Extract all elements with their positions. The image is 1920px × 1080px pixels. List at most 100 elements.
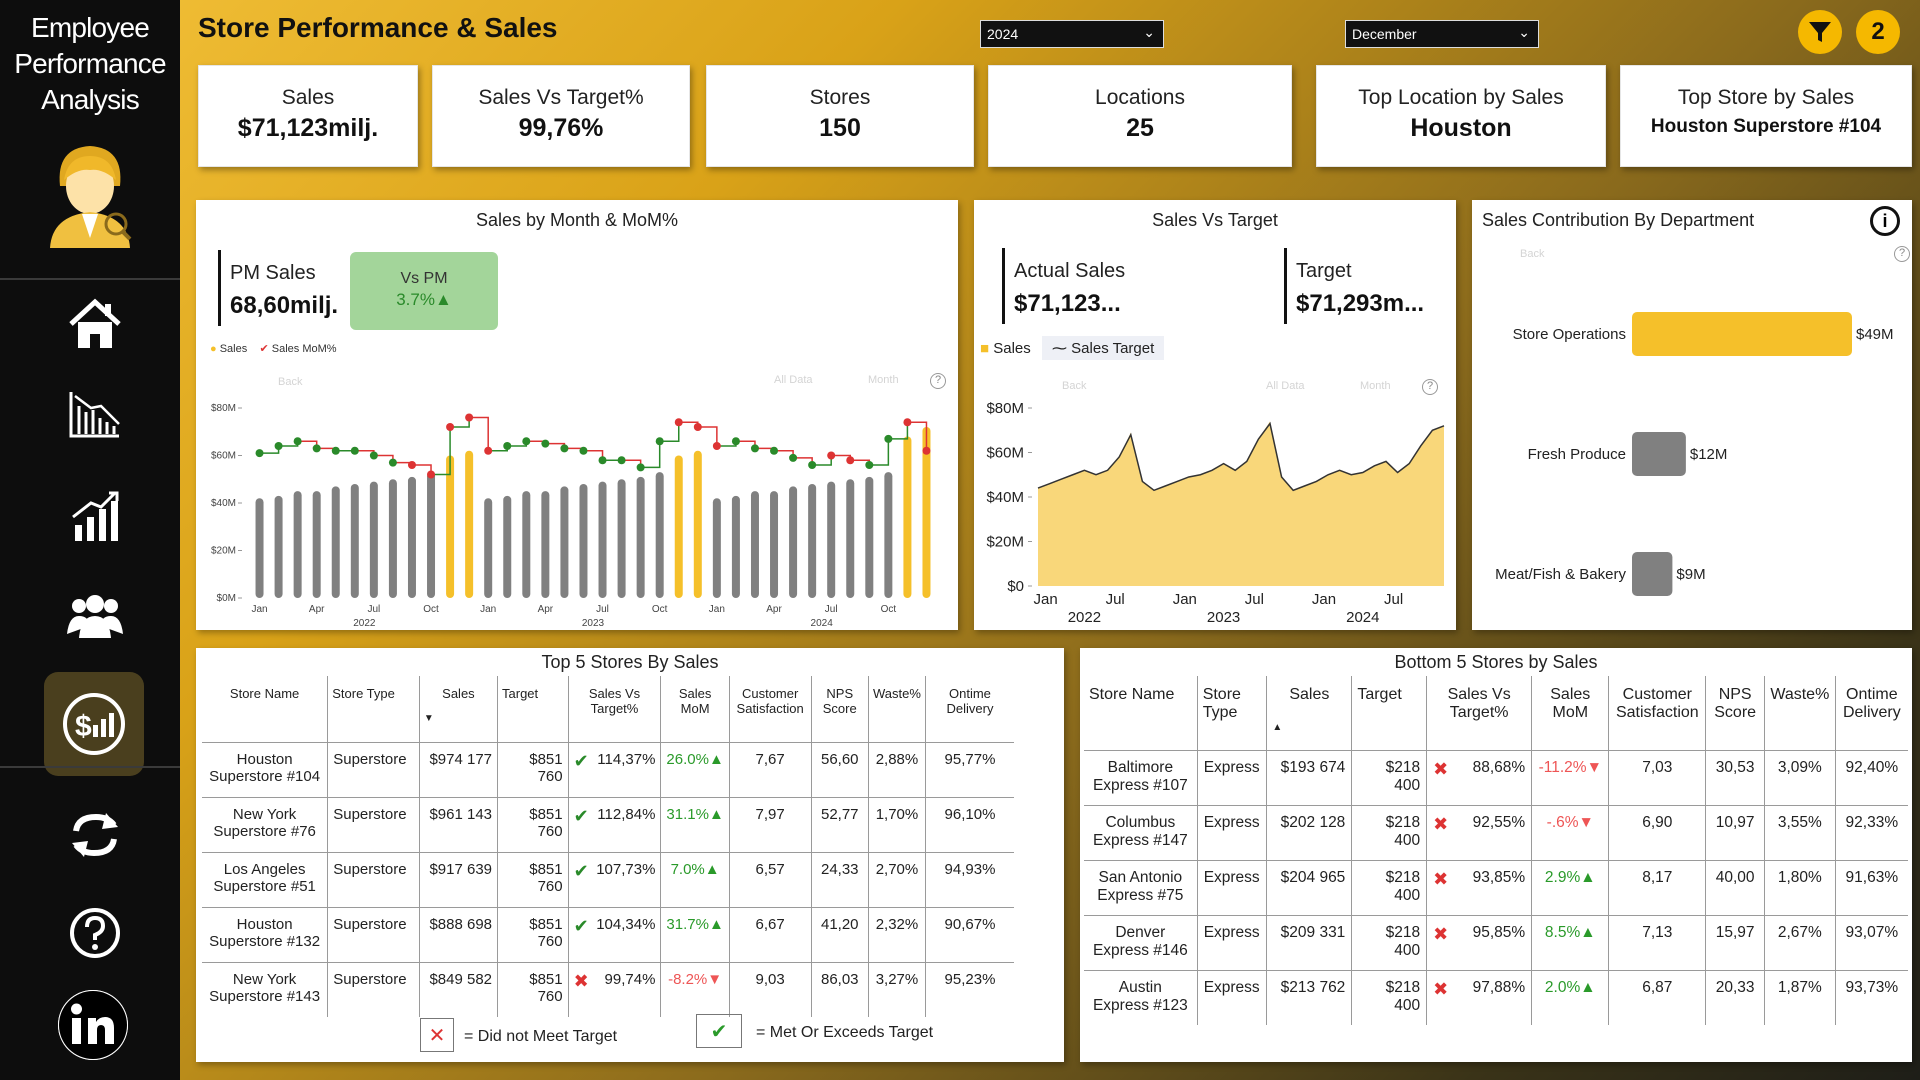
col-header[interactable]: Store Type <box>1196 676 1267 750</box>
sales-bar[interactable] <box>655 472 664 598</box>
table-row[interactable]: New York Superstore #76 Superstore $961 14… <box>202 796 1014 852</box>
year-slicer[interactable]: 2024 ⌄ <box>980 20 1164 48</box>
nav-home[interactable] <box>50 280 140 370</box>
col-header[interactable]: Target <box>497 676 569 742</box>
sales-bar[interactable] <box>255 498 264 598</box>
col-header[interactable]: Sales ▼ <box>418 676 498 742</box>
mom-point[interactable] <box>274 442 283 450</box>
sales-bar[interactable] <box>312 491 321 598</box>
sales-bar[interactable] <box>350 484 359 598</box>
sales-bar[interactable] <box>808 484 817 598</box>
sales-bar[interactable] <box>598 481 607 598</box>
col-header[interactable]: Sales Vs Target% <box>1426 676 1532 750</box>
nav-linkedin[interactable] <box>58 990 128 1060</box>
col-header[interactable]: Sales MoM <box>1531 676 1609 750</box>
nav-refresh[interactable] <box>50 790 140 880</box>
sales-bar[interactable] <box>560 486 569 598</box>
table-row[interactable]: Houston Superstore #104 Superstore $974 17… <box>202 741 1014 797</box>
sales-bar[interactable] <box>331 486 340 598</box>
mom-point[interactable] <box>522 437 531 446</box>
table-row[interactable]: Austin Express #123 Express $213 762 $218 4… <box>1084 969 1908 1025</box>
active-filter-count[interactable]: 2 <box>1856 10 1900 54</box>
mom-point[interactable] <box>674 418 683 427</box>
target-line[interactable] <box>1037 421 1445 492</box>
mom-point[interactable] <box>750 444 759 453</box>
mom-point[interactable] <box>789 453 798 462</box>
sales-bar[interactable] <box>846 479 855 598</box>
month-slicer[interactable]: December ⌄ <box>1345 20 1539 48</box>
col-header[interactable]: Store Name <box>1089 686 1175 703</box>
mom-point[interactable] <box>712 442 721 450</box>
info-icon[interactable]: i <box>1870 206 1900 236</box>
table-row[interactable]: New York Superstore #143 Superstore $849 5… <box>202 961 1014 1017</box>
col-header[interactable]: NPS Score <box>810 676 869 742</box>
mom-point[interactable] <box>427 470 436 479</box>
nav-trend-down[interactable] <box>50 368 140 458</box>
sales-bar[interactable] <box>446 455 455 599</box>
sales-bar[interactable] <box>903 436 912 599</box>
table-row[interactable]: Los Angeles Superstore #51 Superstore $917… <box>202 851 1014 907</box>
mom-point[interactable] <box>884 434 893 443</box>
dept-bar[interactable] <box>1632 432 1686 476</box>
col-header[interactable]: Sales ▲ <box>1266 676 1352 750</box>
sales-bar[interactable] <box>750 491 759 598</box>
table-row[interactable]: Houston Superstore #132 Superstore $888 69… <box>202 906 1014 962</box>
mom-point[interactable] <box>560 444 569 453</box>
mom-point[interactable] <box>636 463 645 472</box>
mom-point[interactable] <box>846 456 855 465</box>
mom-point[interactable] <box>693 423 702 431</box>
mom-point[interactable] <box>617 456 626 465</box>
nav-sales-report[interactable]: $ <box>44 672 144 776</box>
col-header[interactable]: Target <box>1351 676 1427 750</box>
col-header[interactable]: Sales MoM <box>660 676 730 742</box>
mom-point[interactable] <box>369 451 378 460</box>
mom-point[interactable] <box>388 458 397 467</box>
sales-bar[interactable] <box>884 472 893 598</box>
sales-bar[interactable] <box>789 486 798 598</box>
sales-bar[interactable] <box>427 472 436 598</box>
col-header[interactable]: Store Type <box>327 676 420 742</box>
sales-bar[interactable] <box>388 479 397 598</box>
mom-point[interactable] <box>255 449 264 458</box>
table-row[interactable]: Denver Express #146 Express $209 331 $218 4… <box>1084 914 1908 970</box>
mom-point[interactable] <box>922 446 931 455</box>
sales-bar[interactable] <box>541 491 550 598</box>
help-icon[interactable]: ? <box>1894 246 1910 262</box>
sales-bar[interactable] <box>465 450 474 598</box>
sales-bar[interactable] <box>407 476 416 598</box>
dept-bar[interactable] <box>1632 552 1673 596</box>
filter-button[interactable] <box>1798 10 1842 54</box>
sales-bar[interactable] <box>293 491 302 598</box>
mom-point[interactable] <box>407 461 416 469</box>
sales-bar[interactable] <box>636 476 645 598</box>
mom-point[interactable] <box>293 437 302 446</box>
mom-point[interactable] <box>655 437 664 446</box>
mom-point[interactable] <box>770 446 779 455</box>
sales-bar[interactable] <box>922 427 931 598</box>
help-icon[interactable]: ? <box>930 373 946 389</box>
col-header[interactable]: Ontime Delivery <box>1834 676 1908 750</box>
sales-area[interactable] <box>1038 421 1444 586</box>
dept-bar[interactable] <box>1632 312 1852 356</box>
nav-help[interactable] <box>50 888 140 978</box>
col-header[interactable]: Store Name <box>229 686 300 701</box>
sales-bar[interactable] <box>579 484 588 598</box>
col-header[interactable]: Waste% <box>1763 676 1836 750</box>
mom-point[interactable] <box>731 437 740 446</box>
mom-point[interactable] <box>484 446 493 455</box>
mom-point[interactable] <box>350 446 359 455</box>
sales-bar[interactable] <box>369 481 378 598</box>
sales-bar[interactable] <box>693 450 702 598</box>
nav-team[interactable] <box>50 570 140 660</box>
sales-bar[interactable] <box>617 479 626 598</box>
mom-point[interactable] <box>465 413 474 422</box>
mom-point[interactable] <box>598 456 607 465</box>
sales-bar[interactable] <box>770 491 779 598</box>
sales-bar[interactable] <box>674 455 683 599</box>
table-row[interactable]: Columbus Express #147 Express $202 128 $218… <box>1084 804 1908 860</box>
mom-point[interactable] <box>331 446 340 455</box>
sales-bar[interactable] <box>503 495 512 598</box>
mom-point[interactable] <box>808 461 817 469</box>
mom-point[interactable] <box>579 446 588 455</box>
sales-bar[interactable] <box>712 498 721 598</box>
